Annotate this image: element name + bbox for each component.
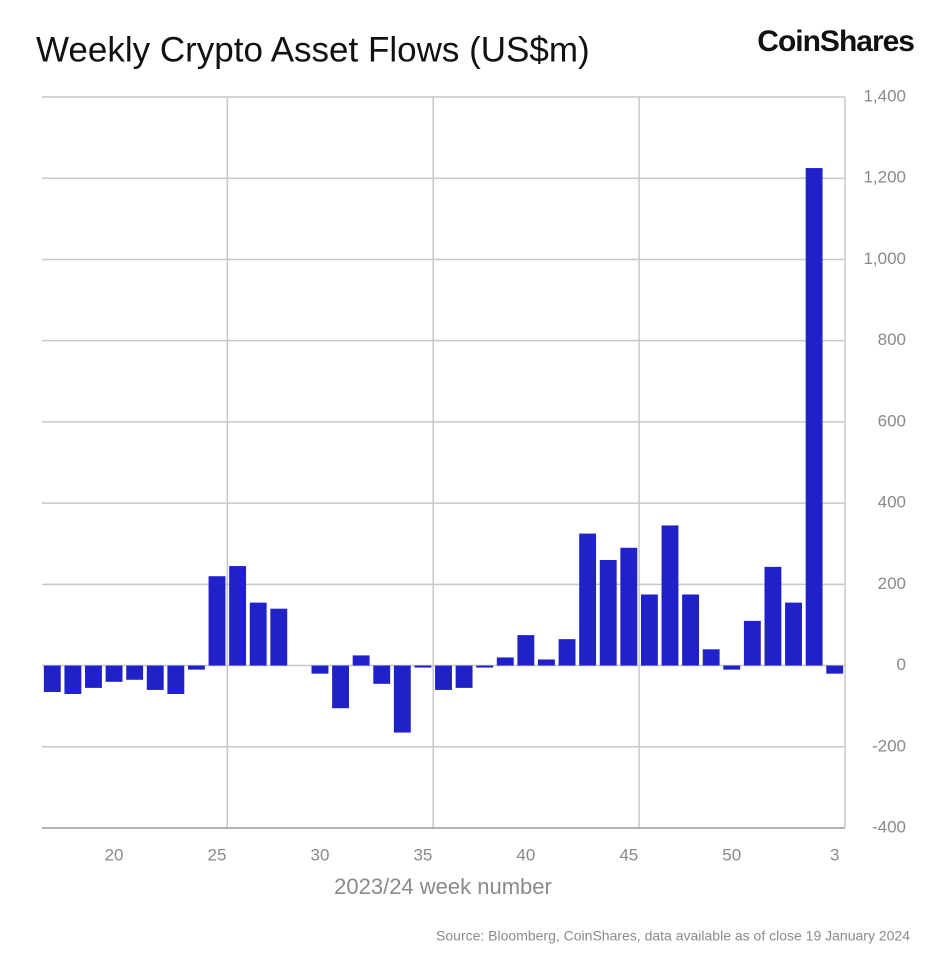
bar: [538, 659, 555, 666]
y-tick-label: 1,200: [863, 168, 906, 187]
bar: [208, 576, 226, 666]
brand-logo: CoinShares: [757, 25, 914, 58]
bar: [414, 665, 432, 668]
bar: [373, 665, 391, 684]
y-tick-label: -200: [872, 736, 906, 755]
bar: [270, 608, 288, 666]
x-tick-label: 20: [105, 845, 124, 864]
x-tick-label: 45: [619, 845, 638, 864]
bar: [187, 665, 205, 670]
bar: [455, 665, 473, 688]
y-tick-label: 600: [878, 411, 906, 430]
bar: [105, 665, 123, 682]
bar: [558, 639, 576, 666]
source-note: Source: Bloomberg, CoinShares, data avai…: [436, 928, 910, 944]
bar: [743, 620, 761, 666]
bar: [126, 665, 144, 680]
x-tick-label: 35: [413, 845, 432, 864]
x-tick-label: 25: [208, 845, 227, 864]
bar: [167, 665, 185, 694]
x-tick-label: 50: [722, 845, 741, 864]
bar: [64, 665, 82, 694]
bar: [146, 665, 164, 690]
chart-title: Weekly Crypto Asset Flows (US$m): [36, 30, 590, 69]
bar: [661, 525, 679, 666]
x-tick-label: 40: [516, 845, 535, 864]
bar: [785, 602, 802, 666]
bar: [702, 649, 720, 666]
y-tick-label: 200: [878, 574, 906, 593]
bar: [620, 547, 638, 666]
bar: [496, 657, 514, 666]
bar: [249, 602, 267, 666]
y-tick-label: 0: [897, 655, 906, 674]
bar: [476, 665, 494, 668]
y-tick-label: -400: [872, 817, 906, 836]
bar: [517, 635, 535, 666]
bar: [723, 665, 741, 670]
x-axis-label: 2023/24 week number: [334, 874, 552, 899]
bar: [435, 665, 452, 690]
bar: [579, 533, 597, 666]
y-tick-label: 800: [878, 330, 906, 349]
bar: [640, 594, 658, 666]
bar: [805, 168, 823, 666]
x-tick-label: 3: [830, 845, 839, 864]
y-tick-label: 400: [878, 493, 906, 512]
bar: [826, 665, 844, 674]
bar: [352, 655, 370, 666]
bar: [85, 665, 102, 688]
bar: [311, 665, 329, 674]
bar: [332, 665, 349, 709]
bar: [393, 665, 411, 733]
x-tick-label: 30: [311, 845, 330, 864]
bar: [764, 566, 782, 666]
bar: [229, 566, 247, 666]
y-tick-label: 1,000: [863, 249, 906, 268]
bar: [599, 559, 617, 666]
y-tick-label: 1,400: [863, 86, 906, 105]
bar: [43, 665, 61, 692]
bar: [682, 594, 700, 666]
